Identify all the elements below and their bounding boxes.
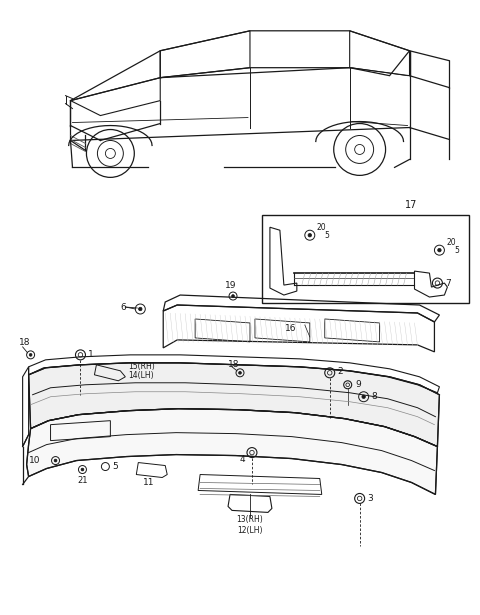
Text: 20: 20 bbox=[317, 223, 326, 232]
Text: 4: 4 bbox=[240, 455, 246, 464]
Circle shape bbox=[232, 295, 234, 298]
Circle shape bbox=[29, 354, 32, 356]
Text: 18: 18 bbox=[19, 338, 30, 347]
Text: 5: 5 bbox=[325, 231, 330, 240]
Polygon shape bbox=[26, 409, 437, 494]
Text: 10: 10 bbox=[29, 456, 41, 465]
Circle shape bbox=[81, 468, 84, 471]
Text: 1: 1 bbox=[88, 351, 94, 359]
Text: 13(RH): 13(RH) bbox=[237, 515, 264, 524]
Text: 3: 3 bbox=[368, 494, 373, 503]
Circle shape bbox=[239, 371, 241, 374]
Text: 6: 6 bbox=[120, 303, 126, 312]
Text: 12(LH): 12(LH) bbox=[237, 526, 263, 535]
Text: 19: 19 bbox=[225, 280, 237, 290]
Polygon shape bbox=[29, 363, 439, 446]
Text: 2: 2 bbox=[338, 367, 343, 376]
Circle shape bbox=[438, 248, 441, 252]
Text: 11: 11 bbox=[143, 478, 154, 487]
Circle shape bbox=[54, 459, 57, 462]
Text: 16: 16 bbox=[285, 325, 296, 333]
Circle shape bbox=[139, 308, 142, 311]
Text: 14(LH): 14(LH) bbox=[128, 371, 154, 380]
Text: 21: 21 bbox=[77, 476, 88, 485]
Text: 8: 8 bbox=[372, 392, 377, 401]
Text: 20: 20 bbox=[446, 237, 456, 247]
Text: 17: 17 bbox=[405, 200, 417, 210]
Text: 15(RH): 15(RH) bbox=[128, 362, 155, 371]
Text: 7: 7 bbox=[445, 279, 451, 288]
Circle shape bbox=[308, 234, 312, 237]
Text: 5: 5 bbox=[455, 245, 459, 255]
Text: 9: 9 bbox=[356, 380, 361, 389]
Circle shape bbox=[362, 395, 365, 399]
Text: 18: 18 bbox=[228, 360, 240, 370]
Text: 5: 5 bbox=[112, 462, 118, 471]
